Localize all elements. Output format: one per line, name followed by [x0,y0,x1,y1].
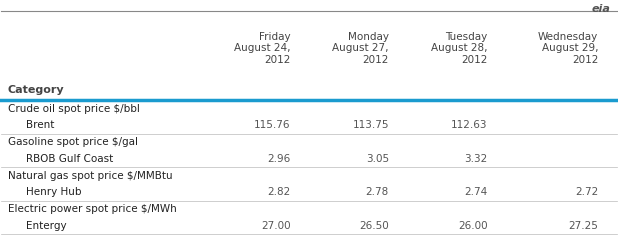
Text: 112.63: 112.63 [451,120,488,130]
Text: Brent: Brent [26,120,54,130]
Text: 3.05: 3.05 [366,154,389,164]
Text: 27.00: 27.00 [261,221,290,231]
Text: 3.32: 3.32 [464,154,488,164]
Text: eia: eia [591,4,611,14]
Text: 2.72: 2.72 [575,187,598,197]
Text: Monday
August 27,
2012: Monday August 27, 2012 [332,32,389,65]
Text: Tuesday
August 28,
2012: Tuesday August 28, 2012 [431,32,488,65]
Text: 115.76: 115.76 [254,120,290,130]
Text: Friday
August 24,
2012: Friday August 24, 2012 [234,32,290,65]
Text: 27.25: 27.25 [569,221,598,231]
Text: Henry Hub: Henry Hub [26,187,82,197]
Text: Crude oil spot price $/bbl: Crude oil spot price $/bbl [7,104,140,114]
Text: 2.96: 2.96 [268,154,290,164]
Text: 2.82: 2.82 [268,187,290,197]
Text: 2.78: 2.78 [366,187,389,197]
Text: Natural gas spot price $/MMBtu: Natural gas spot price $/MMBtu [7,171,172,181]
Text: 26.00: 26.00 [458,221,488,231]
Text: RBOB Gulf Coast: RBOB Gulf Coast [26,154,113,164]
Text: Electric power spot price $/MWh: Electric power spot price $/MWh [7,204,176,214]
Text: Category: Category [7,85,64,95]
Text: Wednesday
August 29,
2012: Wednesday August 29, 2012 [538,32,598,65]
Text: 26.50: 26.50 [359,221,389,231]
Text: Gasoline spot price $/gal: Gasoline spot price $/gal [7,137,138,147]
Text: 113.75: 113.75 [352,120,389,130]
Text: Entergy: Entergy [26,221,67,231]
Text: 2.74: 2.74 [464,187,488,197]
